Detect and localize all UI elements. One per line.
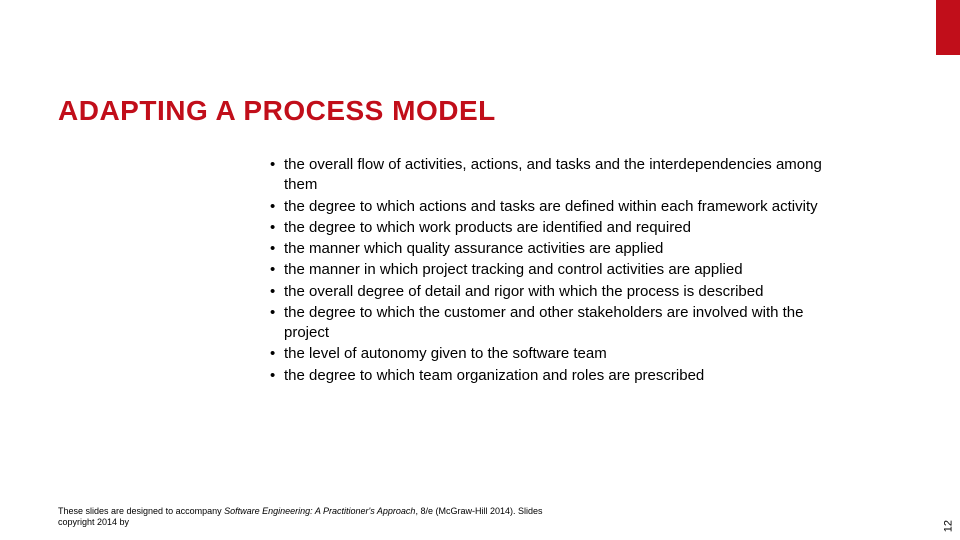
list-item: the level of autonomy given to the softw… [270,344,850,364]
page-number: 12 [942,520,954,532]
footer-italic: Software Engineering: A Practitioner's A… [224,506,415,516]
bullet-list: the overall flow of activities, actions,… [270,155,850,387]
footer-credit: These slides are designed to accompany S… [58,506,578,529]
list-item: the degree to which the customer and oth… [270,303,850,344]
list-item: the degree to which work products are id… [270,218,850,238]
footer-prefix: These slides are designed to accompany [58,506,224,516]
list-item: the manner in which project tracking and… [270,260,850,280]
list-item: the manner which quality assurance activ… [270,239,850,259]
list-item: the degree to which team organization an… [270,366,850,386]
list-item: the degree to which actions and tasks ar… [270,197,850,217]
slide: ADAPTING A PROCESS MODEL the overall flo… [0,0,960,540]
list-item: the overall degree of detail and rigor w… [270,282,850,302]
accent-bar [936,0,960,55]
bullet-ul: the overall flow of activities, actions,… [270,155,850,386]
list-item: the overall flow of activities, actions,… [270,155,850,196]
slide-title: ADAPTING A PROCESS MODEL [58,95,496,127]
